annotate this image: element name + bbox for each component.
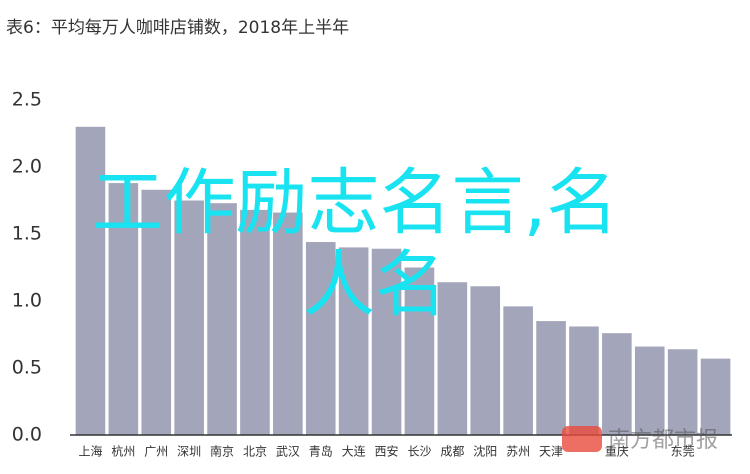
x-tick-label: 成都: [440, 445, 464, 459]
bar: [338, 247, 369, 435]
x-tick-label: 重庆: [605, 445, 629, 459]
x-tick-label: 广州: [144, 445, 168, 459]
bar: [108, 183, 139, 435]
x-tick-label: 北京: [243, 445, 267, 459]
watermark: 南方都市报: [608, 428, 718, 453]
bar: [536, 321, 566, 435]
bar: [437, 282, 468, 435]
bar: [404, 267, 435, 435]
chart-title: 表6：平均每万人咖啡店铺数，2018年上半年: [6, 18, 349, 38]
x-tick-label: 苏州: [506, 445, 530, 459]
bar: [667, 349, 698, 435]
bar: [700, 358, 731, 435]
bar: [371, 248, 402, 435]
bar: [141, 189, 172, 435]
x-tick-label: 长沙: [407, 445, 431, 459]
y-tick-label: 1.0: [12, 290, 42, 312]
bar: [634, 346, 665, 435]
bar: [569, 326, 599, 435]
watermark-logo: [562, 426, 602, 452]
y-tick-label: 0.0: [12, 424, 42, 446]
x-tick-label: 青岛: [309, 444, 333, 459]
bar: [240, 209, 270, 435]
x-tick-label: 武汉: [276, 445, 300, 459]
y-tick-label: 2.0: [12, 156, 42, 178]
x-tick-label: 沈阳: [473, 444, 497, 459]
overlay-text: 工作励志名言,名: [92, 161, 619, 245]
bar: [305, 242, 336, 435]
x-tick-label: 杭州: [111, 444, 135, 459]
bar: [207, 203, 237, 435]
bar: [470, 286, 501, 435]
x-tick-label: 南京: [210, 444, 234, 459]
bar: [75, 126, 106, 436]
bar: [174, 200, 204, 435]
x-tick-label: 东莞: [671, 445, 695, 459]
y-tick-label: 2.5: [12, 89, 42, 111]
bar: [273, 212, 303, 435]
y-tick-label: 0.5: [12, 357, 42, 379]
bar: [503, 306, 533, 435]
y-tick-label: 1.5: [12, 223, 42, 245]
overlay-text: 人名: [303, 243, 447, 327]
bar: [602, 333, 632, 435]
x-tick-label: 深圳: [177, 445, 201, 459]
x-tick-label: 上海: [78, 444, 102, 459]
x-tick-label: 天津: [539, 445, 563, 459]
x-tick-label: 大连: [342, 444, 366, 459]
x-tick-label: 西安: [375, 444, 399, 459]
